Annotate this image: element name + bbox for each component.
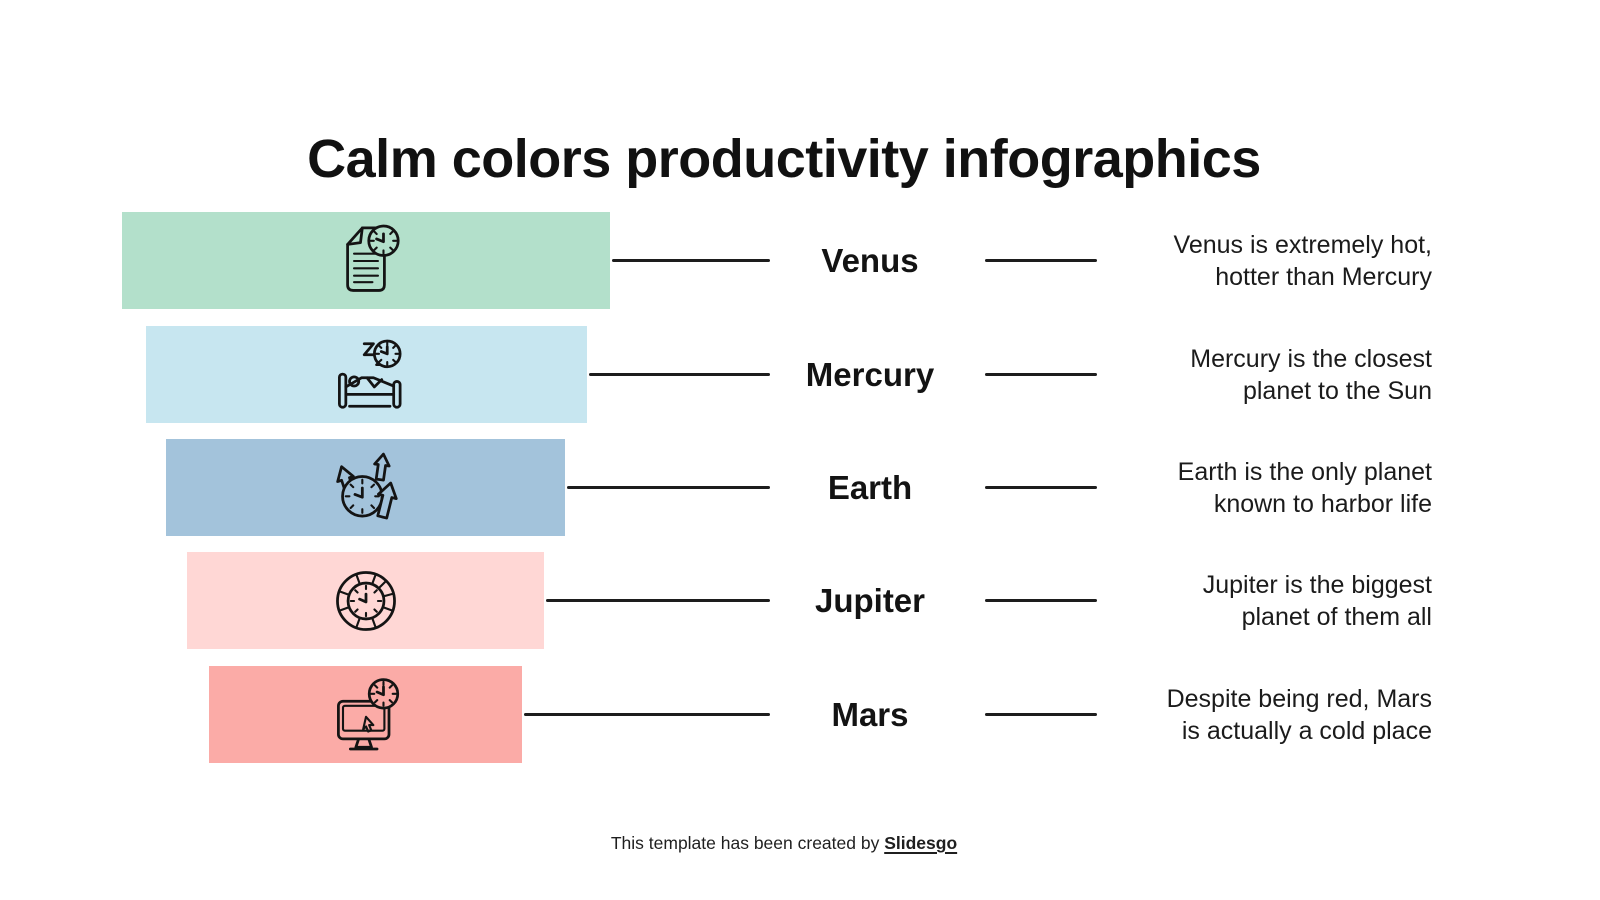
footer-credit-text: This template has been created by (610, 833, 885, 853)
earth-bar (166, 439, 565, 536)
planet-label: Jupiter (814, 581, 926, 619)
connector-line (612, 259, 770, 262)
planet-description: Earth is the only planet known to harbor… (1177, 457, 1432, 518)
infographic-row-mercury: Mercury Mercury is the closest planet to… (0, 326, 1600, 423)
infographic-row-mars: Mars Despite being red, Mars is actually… (0, 666, 1600, 763)
connector-line (985, 486, 1097, 489)
planet-label: Mercury (805, 355, 935, 393)
planet-label: Venus (821, 241, 919, 279)
mars-bar (209, 666, 522, 763)
infographic-row-venus: Venus Venus is extremely hot, hotter tha… (0, 212, 1600, 309)
planet-label: Mars (831, 695, 909, 733)
connector-line (567, 486, 770, 489)
connector-line (985, 713, 1097, 716)
planet-description: Despite being red, Mars is actually a co… (1166, 684, 1432, 745)
mercury-bar (146, 326, 587, 423)
page-title: Calm colors productivity infographics (307, 129, 1261, 190)
monitor-clock-icon (336, 677, 399, 750)
footer-credit: This template has been created by Slides… (0, 833, 1568, 854)
infographic-row-earth: Earth Earth is the only planet known to … (0, 439, 1600, 536)
document-clock-icon (346, 224, 400, 292)
connector-line (589, 373, 770, 376)
connector-line (524, 713, 770, 716)
connector-line (546, 599, 770, 602)
planet-label: Earth (827, 468, 913, 506)
connector-line (985, 373, 1097, 376)
sleeping-bed-clock-icon (337, 339, 401, 409)
jupiter-bar (187, 552, 544, 649)
slidesgo-link[interactable]: Slidesgo (884, 833, 958, 853)
connector-line (985, 259, 1097, 262)
planet-description: Venus is extremely hot, hotter than Merc… (1173, 230, 1432, 291)
clock-growth-arrows-icon (335, 452, 398, 519)
infographic-row-jupiter: Jupiter Jupiter is the biggest planet of… (0, 552, 1600, 649)
venus-bar (122, 212, 610, 309)
connector-line (985, 599, 1097, 602)
planet-description: Jupiter is the biggest planet of them al… (1202, 570, 1432, 631)
pie-chart-clock-icon (335, 570, 396, 631)
planet-description: Mercury is the closest planet to the Sun (1190, 344, 1432, 405)
